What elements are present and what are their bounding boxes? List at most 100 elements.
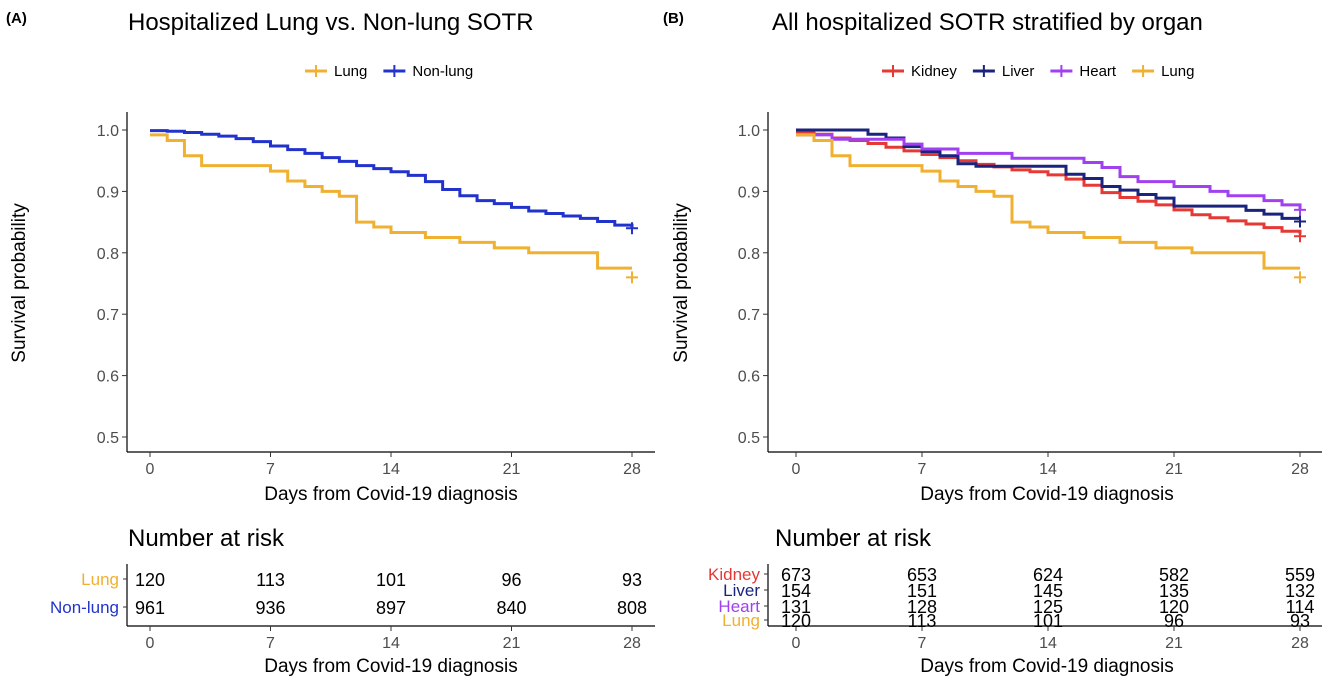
panel-a-risk-row-label: Lung (81, 570, 119, 589)
panel-b-series-kidney-line (796, 130, 1302, 235)
panel-b-risk-cell: 125 (1033, 597, 1063, 617)
panel-a-x-tick-label: 7 (266, 461, 275, 478)
panel-b-risk-cell: 101 (1033, 611, 1063, 631)
panel-b-legend: Kidney Liver Heart Lung (882, 63, 1194, 80)
panel-b-risk-cell: 154 (781, 581, 811, 601)
panel-a-risk-cell: 113 (256, 570, 285, 590)
legend-label: Non-lung (412, 63, 473, 80)
panel-b-risk-x-tick-label: 14 (1039, 635, 1057, 652)
panel-a-y-tick-label: 1.0 (97, 123, 119, 140)
panel-b-x-tick-label: 14 (1039, 461, 1057, 478)
panel-b-title: All hospitalized SOTR stratified by orga… (772, 9, 1203, 36)
panel-b-risk-cell: 673 (781, 565, 811, 585)
panel-a-x-tick-label: 28 (623, 461, 641, 478)
panel-b-x-tick-label: 28 (1291, 461, 1309, 478)
panel-b-risk-cell: 559 (1285, 565, 1315, 585)
panel-a-legend-item: Non-lung (383, 63, 473, 80)
panel-b-risk-cell: 128 (907, 597, 937, 617)
panel-a-legend-item: Lung (305, 63, 367, 80)
panel-b-y-tick-label: 1.0 (738, 123, 760, 140)
panel-b-legend-item: Heart (1050, 63, 1117, 80)
panel-a-series-non-lung-line (150, 129, 634, 228)
panel-a-y-axis-title: Survival probability (9, 203, 30, 363)
panel-b-risk-cell: 132 (1285, 581, 1315, 601)
panel-a-censor-mark (626, 222, 638, 235)
panel-a-y-tick-label: 0.7 (97, 307, 119, 324)
panel-a-risk-x-tick-label: 28 (623, 635, 641, 652)
panel-b-risk-cell: 145 (1033, 581, 1063, 601)
panel-a-risk-cell: 93 (622, 570, 642, 590)
panel-a-risk-cell: 961 (135, 598, 165, 618)
panel-b-series-lung-line (796, 133, 1300, 270)
panel-a-x-tick-label: 21 (503, 461, 521, 478)
panel-b-censor-mark (1294, 271, 1306, 284)
panel-b-y-tick-label: 0.7 (738, 307, 760, 324)
panel-b-x-tick-label: 21 (1165, 461, 1183, 478)
panel-b-censor-mark (1294, 215, 1306, 228)
panel-a-plot: 0.5 0.6 0.7 0.8 0.9 1.0 0 7 14 21 28 (97, 112, 655, 478)
panel-a-risk-cell: 96 (501, 570, 521, 590)
panel-a-risk-cell: 101 (376, 570, 406, 590)
panel-b-x-tick-label: 7 (918, 461, 927, 478)
panel-a-tag: (A) (6, 10, 27, 27)
panel-b-risk-x-tick-label: 28 (1291, 635, 1309, 652)
panel-b-y-axis-title: Survival probability (671, 203, 692, 363)
panel-b-risk-cell: 120 (1159, 597, 1189, 617)
panel-a-x-tick-label: 14 (382, 461, 400, 478)
panel-b-risk-row-label: Heart (718, 597, 760, 616)
panel-b-risk-row-label: Liver (723, 581, 760, 600)
panel-b-plot: 0.5 0.6 0.7 0.8 0.9 1.0 0 7 14 21 28 (738, 112, 1322, 478)
panel-a-title: Hospitalized Lung vs. Non-lung SOTR (128, 9, 534, 36)
panel-b-risk-cell: 120 (781, 611, 811, 631)
panel-b-x-axis-title: Days from Covid-19 diagnosis (920, 484, 1173, 505)
panel-b-legend-item: Liver (972, 63, 1035, 80)
panel-b-risk-cell: 582 (1159, 565, 1189, 585)
panel-a-risk-cell: 936 (255, 598, 285, 618)
panel-a-risk-table: 0 7 14 21 28 Lung 120 113 101 96 93 Non-lung 961 936 8… (50, 564, 655, 652)
panel-b-risk-title: Number at risk (775, 525, 932, 552)
panel-b-risk-cell: 93 (1290, 611, 1310, 631)
panel-b-legend-item: Lung (1132, 63, 1194, 80)
panel-b-risk-row-label: Lung (722, 611, 760, 630)
panel-a-series-lung-line (150, 133, 632, 270)
panel-a-risk-x-tick-label: 21 (503, 635, 521, 652)
panel-a-x-tick-label: 0 (146, 461, 155, 478)
panel-a-risk-cell: 808 (617, 598, 647, 618)
panel-a-risk-x-tick-label: 14 (382, 635, 400, 652)
panel-a-risk-x-axis-title: Days from Covid-19 diagnosis (264, 656, 517, 677)
panel-a-censor-mark (626, 271, 638, 284)
panel-a-risk-x-tick-label: 0 (146, 635, 155, 652)
panel-a-x-axis-title: Days from Covid-19 diagnosis (264, 484, 517, 505)
panel-b-y-tick-label: 0.5 (738, 430, 760, 447)
panel-b-risk-cell: 131 (781, 597, 811, 617)
panel-a-risk-cell: 840 (496, 598, 526, 618)
panel-b: (B) All hospitalized SOTR stratified by … (663, 9, 1322, 677)
panel-a-y-tick-label: 0.5 (97, 430, 119, 447)
panel-b-y-tick-label: 0.9 (738, 184, 760, 201)
legend-label: Lung (1161, 63, 1194, 80)
panel-b-risk-cell: 113 (908, 611, 937, 631)
panel-a-risk-row-label: Non-lung (50, 598, 119, 617)
panel-a-y-tick-label: 0.6 (97, 369, 119, 386)
panel-b-risk-cell: 653 (907, 565, 937, 585)
panel-b-risk-cell: 151 (907, 581, 937, 601)
panel-b-risk-x-tick-label: 0 (792, 635, 801, 652)
legend-label: Liver (1002, 63, 1035, 80)
panel-b-risk-table: 0 7 14 21 28 Kidney 673 653 624 582 559 Liver 154 151… (708, 564, 1322, 652)
panel-a-legend: Lung Non-lung (305, 63, 473, 80)
panel-b-risk-cell: 135 (1159, 581, 1189, 601)
legend-label: Kidney (911, 63, 957, 80)
panel-b-legend-item: Kidney (882, 63, 957, 80)
panel-b-tag: (B) (663, 10, 684, 27)
panel-a-risk-cell: 120 (135, 570, 165, 590)
panel-b-risk-cell: 114 (1286, 597, 1315, 617)
panel-a-y-tick-label: 0.8 (97, 246, 119, 263)
legend-label: Heart (1079, 63, 1117, 80)
panel-a-risk-x-tick-label: 7 (266, 635, 275, 652)
panel-a: (A) Hospitalized Lung vs. Non-lung SOTR … (6, 9, 655, 677)
panel-b-y-tick-label: 0.8 (738, 246, 760, 263)
panel-a-risk-title: Number at risk (128, 525, 285, 552)
panel-b-risk-x-tick-label: 21 (1165, 635, 1183, 652)
panel-b-risk-cell: 96 (1164, 611, 1184, 631)
